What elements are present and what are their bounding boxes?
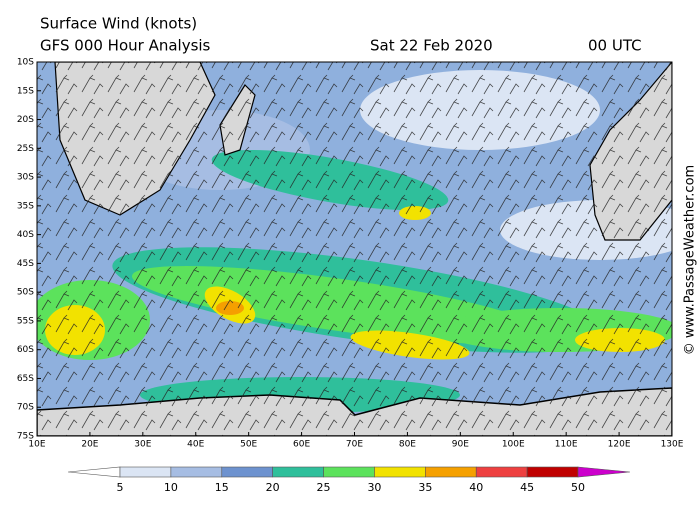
lat-label: 30S: [17, 173, 34, 183]
lon-label: 40E: [187, 440, 204, 450]
colorbar-low: [67, 466, 121, 478]
colorbar-segment: [119, 466, 172, 478]
map-subtitle: GFS 000 Hour Analysis: [40, 37, 211, 55]
colorbar-label: 15: [215, 481, 229, 494]
lon-label: 60E: [293, 440, 310, 450]
lon-label: 100E: [502, 440, 525, 450]
lon-label: 10E: [28, 440, 45, 450]
colorbar-segment: [221, 466, 273, 478]
lon-label: 120E: [608, 440, 631, 450]
lat-label: 25S: [17, 144, 34, 154]
lat-label: 65S: [17, 374, 34, 384]
lat-label: 45S: [17, 259, 34, 269]
credit: © www.PassageWeather.com: [683, 165, 698, 355]
colorbar-label: 10: [164, 481, 178, 494]
lat-label: 70S: [17, 403, 34, 413]
colorbar-label: 40: [469, 481, 483, 494]
map-field: [37, 62, 672, 436]
colorbar-segment: [374, 466, 426, 478]
colorbar-label: 50: [571, 481, 585, 494]
lon-label: 30E: [134, 440, 151, 450]
colorbar-segment: [170, 466, 223, 478]
colorbar-label: 35: [418, 481, 432, 494]
lon-label: 130E: [661, 440, 684, 450]
map-title: Surface Wind (knots): [40, 15, 197, 33]
colorbar-segment: [425, 466, 477, 478]
lon-label: 110E: [555, 440, 578, 450]
lat-label: 35S: [17, 201, 34, 211]
lat-label: 10S: [17, 58, 34, 68]
lat-label: 40S: [17, 230, 34, 240]
map-time: 00 UTC: [588, 37, 642, 55]
colorbar-label: 30: [367, 481, 381, 494]
lat-label: 60S: [17, 345, 34, 355]
lon-label: 70E: [346, 440, 363, 450]
lat-label: 15S: [17, 86, 34, 96]
colorbar-label: 25: [317, 481, 331, 494]
colorbar-segment: [475, 466, 528, 478]
colorbar-label: 20: [266, 481, 280, 494]
colorbar-high: [577, 466, 631, 478]
colorbar-segment: [272, 466, 324, 478]
lon-label: 90E: [452, 440, 469, 450]
lat-label: 75S: [17, 432, 34, 442]
colorbar-label: 45: [520, 481, 534, 494]
colorbar-segment: [323, 466, 375, 478]
lon-label: 20E: [81, 440, 98, 450]
lat-label: 50S: [17, 288, 34, 298]
lat-label: 55S: [17, 316, 34, 326]
colorbar-label: 5: [117, 481, 124, 494]
colorbar-segment: [526, 466, 579, 478]
lat-label: 20S: [17, 115, 34, 125]
map-date: Sat 22 Feb 2020: [370, 37, 493, 55]
lon-label: 80E: [399, 440, 416, 450]
lon-label: 50E: [240, 440, 257, 450]
